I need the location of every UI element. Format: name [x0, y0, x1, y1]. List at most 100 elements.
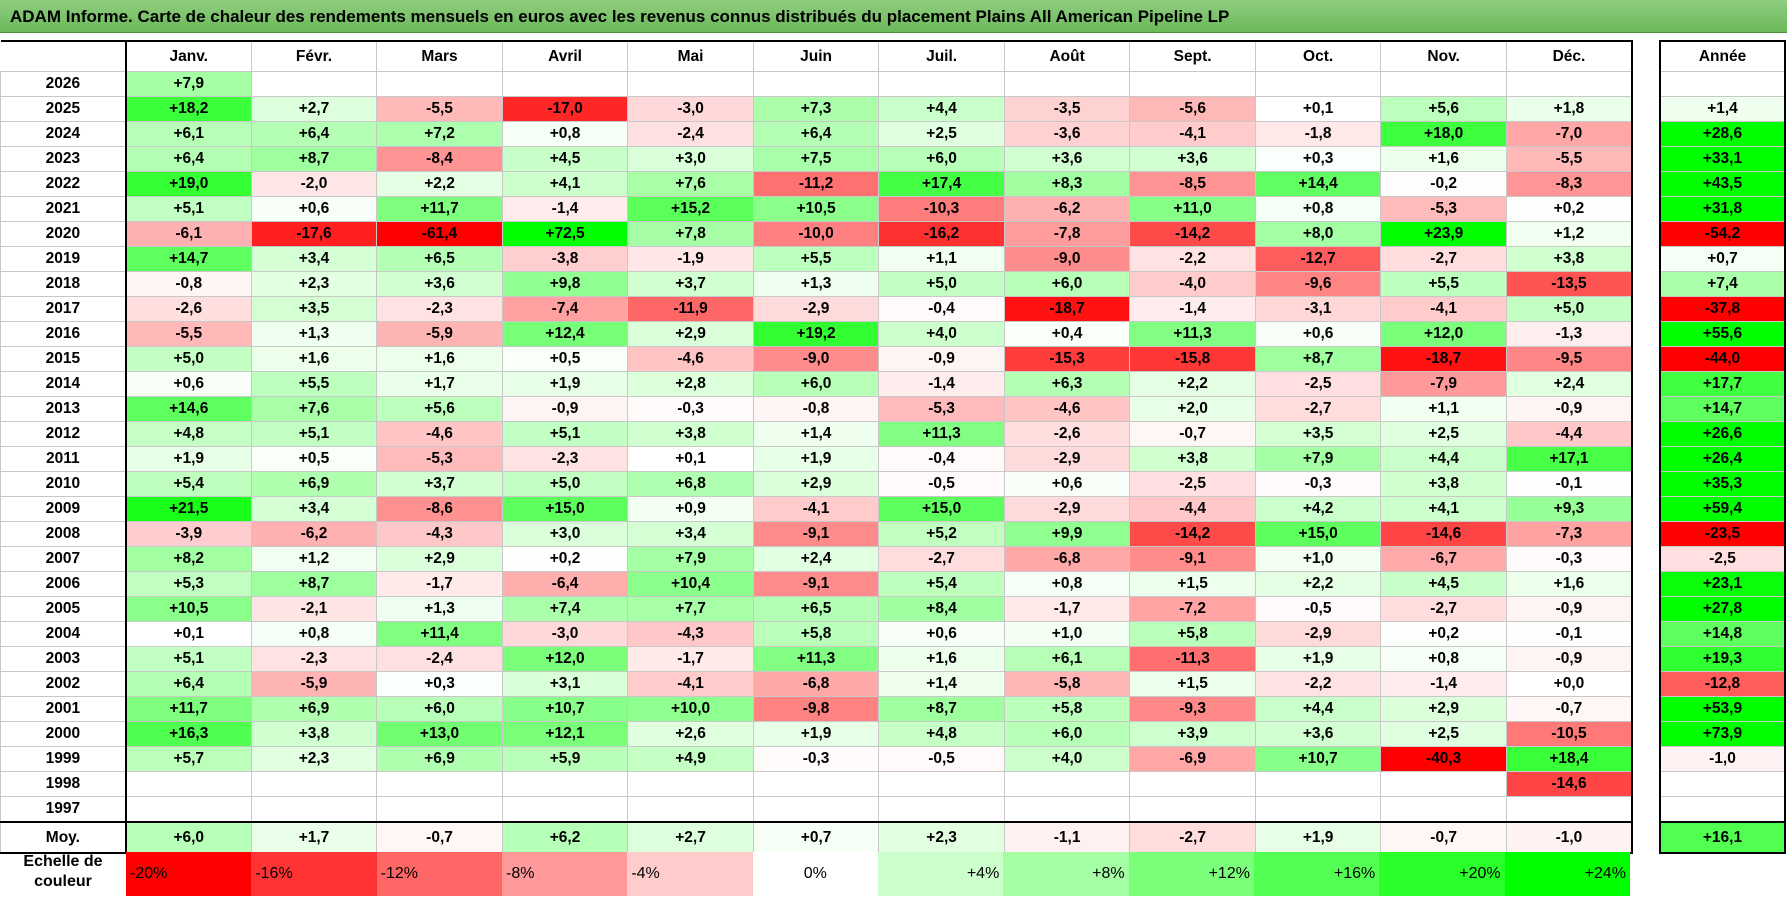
heatmap-cell: +0,3 — [376, 671, 503, 697]
heatmap-cell: +2,7 — [250, 96, 378, 122]
table-row: 2004 +0,1 +0,8 +11,4 -3,0 -4,3 +5,8 +0,6 +1,0 +5,… — [0, 621, 1633, 647]
heatmap-cell: +6,5 — [376, 246, 503, 272]
heatmap-cell: +4,4 — [878, 96, 1005, 122]
heatmap-cell: +2,6 — [627, 721, 754, 747]
heatmap-cell: -0,1 — [1505, 471, 1633, 497]
month-header: Août — [1003, 40, 1131, 72]
heatmap-cell: -9,8 — [752, 696, 880, 722]
color-scale-swatch: +12% — [1128, 852, 1254, 896]
heatmap-cell: +0,1 — [1254, 96, 1382, 122]
heatmap-cell: +2,5 — [1380, 421, 1507, 447]
heatmap-cell: -4,4 — [1129, 496, 1256, 522]
heatmap-cell: -4,4 — [1505, 421, 1633, 447]
row-year-label: 2007 — [0, 546, 127, 572]
heatmap-cell — [1129, 771, 1256, 797]
heatmap-cell: +1,2 — [1505, 221, 1633, 247]
heatmap-cell: +5,6 — [376, 396, 503, 422]
color-scale-swatch: +4% — [877, 852, 1004, 896]
heatmap-cell: +7,9 — [627, 546, 754, 572]
heatmap-cell: +6,9 — [376, 746, 503, 772]
heatmap-cell — [1129, 71, 1256, 97]
heatmap-cell: +11,3 — [752, 646, 880, 672]
annual-cell: +43,5 — [1659, 171, 1786, 197]
heatmap-cell: +5,4 — [878, 571, 1005, 597]
heatmap-cell: -2,7 — [1254, 396, 1382, 422]
heatmap-cell: +1,3 — [250, 321, 378, 347]
table-row: 2022 +19,0 -2,0 +2,2 +4,1 +7,6 -11,2 +17,4 +8,3-… — [0, 171, 1633, 197]
table-row: 1997 — [0, 796, 1633, 823]
row-year-label: 1997 — [0, 796, 127, 823]
heatmap-cell: +3,0 — [627, 146, 754, 172]
annual-cell: +23,1 — [1659, 571, 1786, 597]
heatmap-cell: +6,1 — [1003, 646, 1131, 672]
heatmap-cell: -1,7 — [376, 571, 503, 597]
heatmap-cell: +8,2 — [124, 546, 252, 572]
heatmap-cell: +8,4 — [878, 596, 1005, 622]
heatmap-cell: -9,0 — [1003, 246, 1131, 272]
heatmap-cell: -0,9 — [1505, 596, 1633, 622]
color-scale-swatch: -8% — [501, 852, 628, 896]
heatmap-cell: +6,1 — [124, 121, 252, 147]
heatmap-cell: +5,2 — [878, 521, 1005, 547]
heatmap-cell: -5,8 — [1003, 671, 1131, 697]
heatmap-cell: +1,9 — [501, 371, 629, 397]
heatmap-cell: -9,1 — [1129, 546, 1256, 572]
color-scale-label-line1: Echelle de — [23, 853, 103, 870]
row-year-label: 2019 — [0, 246, 127, 272]
annual-cell: +14,7 — [1659, 396, 1786, 422]
heatmap-cell: +3,9 — [1129, 721, 1256, 747]
heatmap-cell: -10,5 — [1505, 721, 1633, 747]
row-year-label: 1999 — [0, 746, 127, 772]
heatmap-cell: -0,3 — [752, 746, 880, 772]
heatmap-cell: +72,5 — [501, 221, 629, 247]
heatmap-cell: +0,5 — [501, 346, 629, 372]
heatmap-cell: -0,9 — [1505, 646, 1633, 672]
heatmap-cell — [878, 771, 1005, 797]
heatmap-cell: +0,2 — [1505, 196, 1633, 222]
heatmap-cell: +1,9 — [124, 446, 252, 472]
heatmap-cell — [1505, 796, 1633, 823]
heatmap-cell: +6,3 — [1003, 371, 1131, 397]
heatmap-cell: -11,2 — [752, 171, 880, 197]
average-cell: +1,9 — [1254, 821, 1382, 854]
heatmap-cell: +11,4 — [376, 621, 503, 647]
annual-row: -12,8 — [1659, 671, 1786, 697]
heatmap-cell: +8,0 — [1254, 221, 1382, 247]
row-year-label: 2005 — [0, 596, 127, 622]
row-year-label: 2011 — [0, 446, 127, 472]
heatmap-cell: +2,9 — [1380, 696, 1507, 722]
heatmap-cell: +5,7 — [124, 746, 252, 772]
annual-cell: +33,1 — [1659, 146, 1786, 172]
heatmap-cell: +1,6 — [250, 346, 378, 372]
table-row: 2001 +11,7 +6,9 +6,0 +10,7 +10,0 -9,8 +8,7 +5,8-… — [0, 696, 1633, 722]
heatmap-cell: -6,1 — [124, 221, 252, 247]
heatmap-cell: -6,7 — [1380, 546, 1507, 572]
heatmap-cell — [501, 71, 629, 97]
annual-row: +23,1 — [1659, 571, 1786, 597]
heatmap-cell: +3,8 — [1505, 246, 1633, 272]
heatmap-cell — [376, 771, 503, 797]
annual-row: +28,6 — [1659, 121, 1786, 147]
row-year-label: 2006 — [0, 571, 127, 597]
annual-cell: +17,7 — [1659, 371, 1786, 397]
heatmap-cell: -0,8 — [752, 396, 880, 422]
heatmap-cell: +12,1 — [501, 721, 629, 747]
heatmap-cell: +5,1 — [124, 196, 252, 222]
heatmap-cell: +3,8 — [1380, 471, 1507, 497]
month-header: Janv. — [124, 40, 252, 72]
heatmap-cell: -15,8 — [1129, 346, 1256, 372]
heatmap-cell: -0,8 — [124, 271, 252, 297]
heatmap-cell: -3,8 — [501, 246, 629, 272]
heatmap-cell: -5,3 — [1380, 196, 1507, 222]
heatmap-cell: +3,6 — [1003, 146, 1131, 172]
heatmap-cell: -5,9 — [250, 671, 378, 697]
heatmap-cell: +6,0 — [878, 146, 1005, 172]
row-year-label: 2017 — [0, 296, 127, 322]
heatmap-cell — [501, 796, 629, 823]
heatmap-cell: -4,3 — [376, 521, 503, 547]
heatmap-cell: +7,2 — [376, 121, 503, 147]
heatmap-cell: +8,3 — [1003, 171, 1131, 197]
heatmap-cell: -0,3 — [1254, 471, 1382, 497]
title-bar: ADAM Informe. Carte de chaleur des rende… — [0, 0, 1787, 33]
header-corner — [0, 40, 126, 72]
